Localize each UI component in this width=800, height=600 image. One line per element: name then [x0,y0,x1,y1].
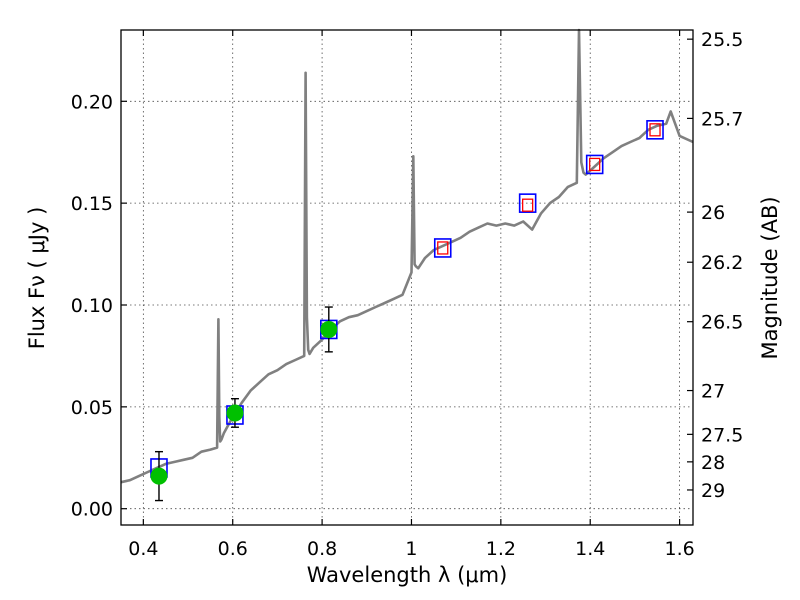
model-photometry-point [433,238,452,258]
observed-photometry-point [226,404,244,422]
tick-labels: 0.4 0.6 0.8 1 1.2 1.4 1.6 0.00 0.05 0.10 0.15 0.20 2… [71,29,744,560]
model-photometry-point [518,193,537,213]
y-tick-label: 0.20 [71,91,113,113]
right-tick-label: 29 [701,480,725,502]
observed-photometry-point [320,320,338,338]
right-tick-label: 27 [701,381,725,403]
right-tick-label: 26.5 [701,312,743,334]
x-axis-label: Wavelength λ (μm) [307,563,508,587]
model-photometry-point [585,154,604,175]
plot-frame [120,29,694,526]
x-tick-label: 1 [405,538,417,560]
model-photometry-point [646,120,664,140]
x-tick-label: 1.6 [664,538,694,560]
spectrum-line [120,28,694,484]
x-tick-label: 1.4 [575,538,605,560]
y-tick-label: 0.15 [71,193,113,215]
y-axis-label: Flux Fν ( μJy ) [25,207,49,350]
x-tick-label: 0.8 [307,538,337,560]
x-tick-label: 0.6 [218,538,248,560]
right-y-axis-label: Magnitude (AB) [758,196,782,359]
y-tick-label: 0.05 [71,397,113,419]
observed-photometry-point [150,467,168,485]
tick-marks [121,30,693,525]
right-tick-label: 26 [701,202,725,224]
right-tick-label: 25.7 [701,108,743,130]
y-tick-label: 0.00 [71,499,113,521]
grid-lines [121,30,693,525]
upper-limit-point [589,157,601,172]
right-tick-label: 25.5 [701,29,743,51]
upper-limit-point [522,198,534,212]
x-tick-label: 0.4 [128,538,158,560]
right-tick-label: 27.5 [701,424,743,446]
upper-limit-point [649,123,661,137]
x-tick-label: 1.2 [486,538,516,560]
right-tick-label: 26.2 [701,252,743,274]
upper-limit-point [437,241,449,255]
series-layer [120,28,694,502]
y-tick-label: 0.10 [71,295,113,317]
right-tick-label: 28 [701,452,725,474]
